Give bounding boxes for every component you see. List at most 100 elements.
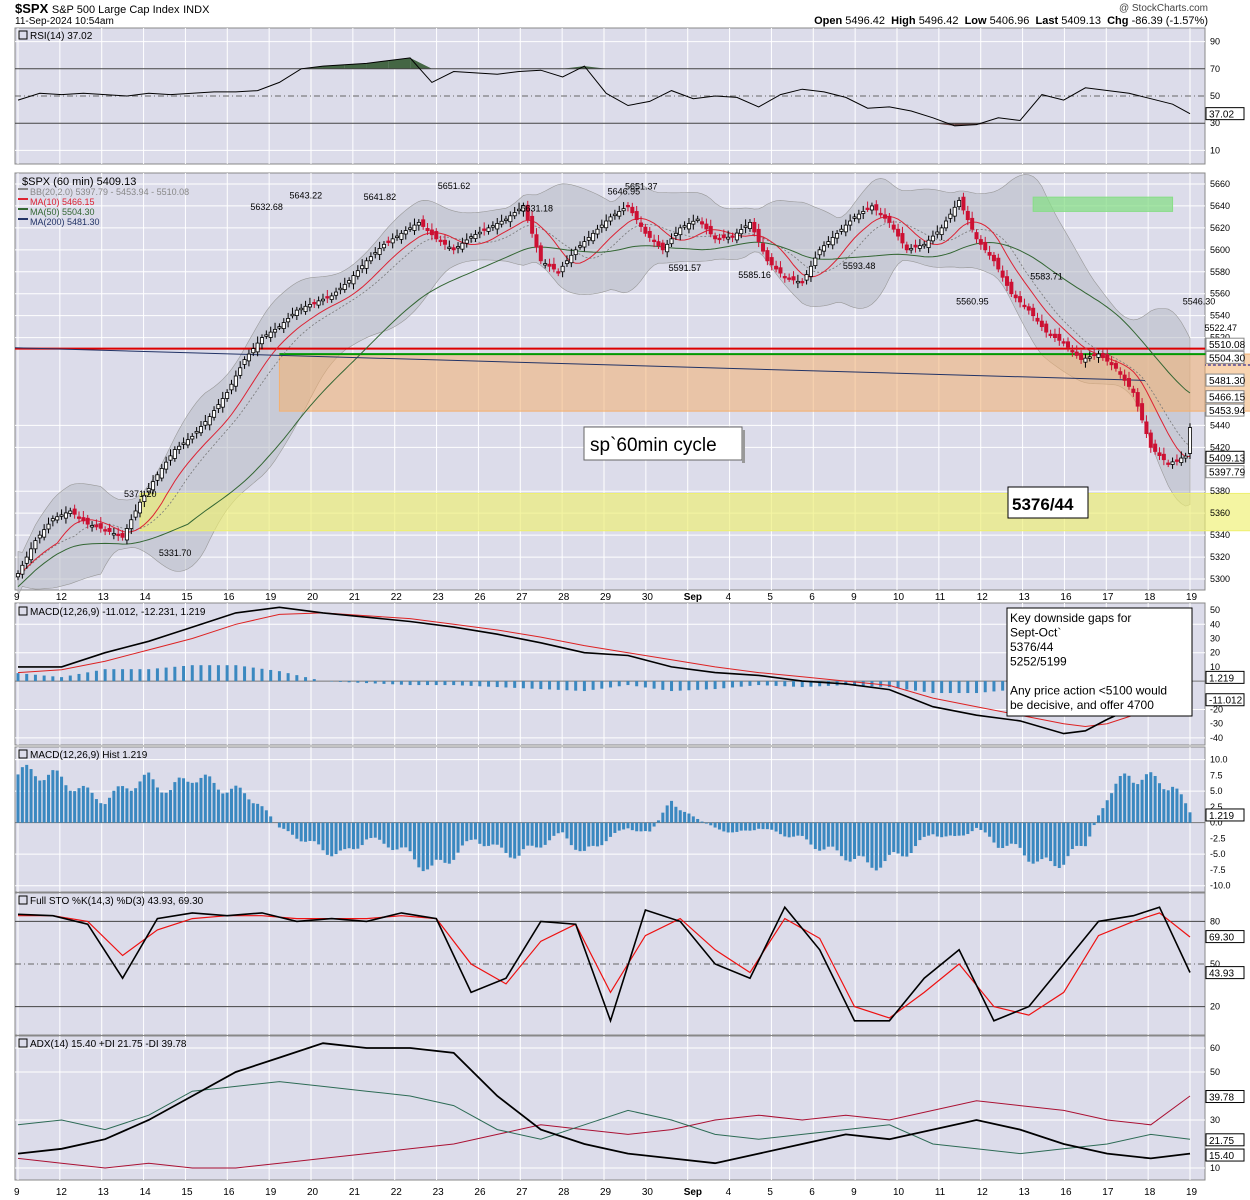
- hist-bar: [1127, 775, 1131, 823]
- macd-hist-bar: [722, 681, 726, 689]
- hist-bar: [29, 769, 33, 823]
- candle-body: [1166, 462, 1171, 465]
- hist-bar: [325, 822, 329, 855]
- hist-bar: [1040, 822, 1044, 860]
- exchange: INDX: [183, 4, 210, 16]
- candle-body: [939, 227, 944, 236]
- adx-right-2-box: [1205, 1148, 1245, 1162]
- candle-body: [1013, 294, 1018, 299]
- legend-entry: MA(50) 5504.30: [30, 207, 95, 217]
- price-tick: 5640: [1210, 201, 1230, 211]
- price-right-4-value: 5453.94: [1209, 406, 1246, 417]
- macd-hist-bar: [373, 681, 377, 684]
- hist-bar: [321, 822, 325, 851]
- hist-bar: [317, 822, 321, 845]
- hist-bar: [513, 822, 517, 859]
- candle-body: [181, 442, 186, 445]
- candle-body: [1087, 356, 1092, 359]
- candle-body: [660, 242, 665, 251]
- macd-hist-bar: [600, 681, 604, 689]
- legend-swatch: [18, 208, 28, 210]
- x-label-top: 29: [600, 592, 612, 603]
- candle-body: [503, 218, 508, 221]
- high-label: High: [891, 15, 916, 27]
- hist-bar: [199, 777, 203, 823]
- x-label-top: 30: [642, 592, 654, 603]
- rsi-title: RSI(14) 37.02: [30, 31, 93, 42]
- macd-hist-bar: [269, 669, 273, 682]
- sto-right-0-value: 69.30: [1209, 933, 1234, 944]
- hist-bar: [1162, 789, 1166, 823]
- macd-hist-bar: [574, 681, 578, 691]
- hist-bar: [347, 822, 351, 849]
- hist-bar: [365, 822, 369, 840]
- macd-hist-bar: [530, 681, 534, 689]
- hist-bar: [1018, 822, 1022, 848]
- hist-bar: [1062, 822, 1066, 865]
- hist-bar: [639, 822, 643, 832]
- hist-bar: [369, 822, 373, 838]
- hist-bar: [887, 822, 891, 855]
- candle-body: [137, 501, 142, 514]
- hist-bar: [277, 822, 281, 828]
- macd-hist-bar: [487, 681, 491, 687]
- candle-body: [246, 353, 251, 362]
- macd-hist-bar: [304, 677, 308, 682]
- candle-body: [33, 540, 38, 550]
- hist-bar: [417, 822, 421, 868]
- candle-body: [277, 326, 282, 329]
- hist-bar: [421, 822, 425, 872]
- hist-bar: [116, 786, 120, 823]
- price-right-1-box: [1205, 350, 1245, 364]
- last-label: Last: [1035, 15, 1059, 27]
- candle-body: [1144, 421, 1149, 435]
- hist-bar: [290, 822, 294, 835]
- adx-tick: 10: [1210, 1163, 1220, 1173]
- legend-entry: MA(10) 5466.15: [30, 197, 95, 207]
- hist-bar: [60, 776, 64, 823]
- hist-bar: [77, 788, 81, 823]
- candle-body: [59, 514, 64, 517]
- hist-bar: [1175, 788, 1179, 823]
- macd-hist-bar: [853, 681, 857, 686]
- open-label: Open: [814, 15, 843, 27]
- price-right-2-box: [1205, 373, 1245, 387]
- candle-body: [273, 328, 278, 333]
- candle-body: [765, 250, 770, 262]
- candle-body: [320, 298, 325, 302]
- hist-bar: [473, 822, 477, 840]
- hist-bar: [1136, 784, 1140, 823]
- candle-body: [177, 445, 182, 450]
- hist-bar: [975, 822, 979, 828]
- hist-bar: [173, 782, 177, 823]
- price-tick: 5520: [1210, 333, 1230, 343]
- hist-bar: [269, 816, 273, 823]
- macd-hist-bar: [208, 665, 212, 682]
- hist-bar: [1114, 783, 1118, 823]
- hist-bar: [556, 822, 560, 834]
- candle-body: [569, 254, 574, 264]
- hist-bar: [295, 822, 299, 839]
- hist-bar: [809, 822, 813, 845]
- hist-bar: [643, 822, 647, 832]
- x-label-bottom: 28: [558, 1187, 570, 1198]
- candle-body: [900, 233, 905, 244]
- macd-hist-bar: [626, 681, 630, 686]
- candle-body: [826, 241, 831, 245]
- price-tick: 5360: [1210, 508, 1230, 518]
- candle-body: [50, 518, 55, 522]
- hist-bar: [569, 822, 573, 846]
- hist-bar: [744, 822, 748, 831]
- adx-right-1-value: 21.75: [1209, 1136, 1234, 1147]
- hist-bar: [935, 822, 939, 837]
- symbol-name: S&P 500 Large Cap Index: [51, 4, 180, 16]
- candle-body: [700, 221, 705, 225]
- x-label-top: 23: [433, 592, 445, 603]
- x-label-top: 19: [1186, 592, 1198, 603]
- candle-body: [917, 245, 922, 249]
- hist-panel: 10.0 7.5 5.0 2.5 0.0 -2.5 -5.0 -7.5 -10.0 1.219 MA…: [14, 746, 1245, 893]
- macd-hist-bar: [861, 681, 865, 686]
- hist-bar: [909, 822, 913, 854]
- candle-body: [255, 342, 260, 353]
- candle-body: [116, 533, 121, 537]
